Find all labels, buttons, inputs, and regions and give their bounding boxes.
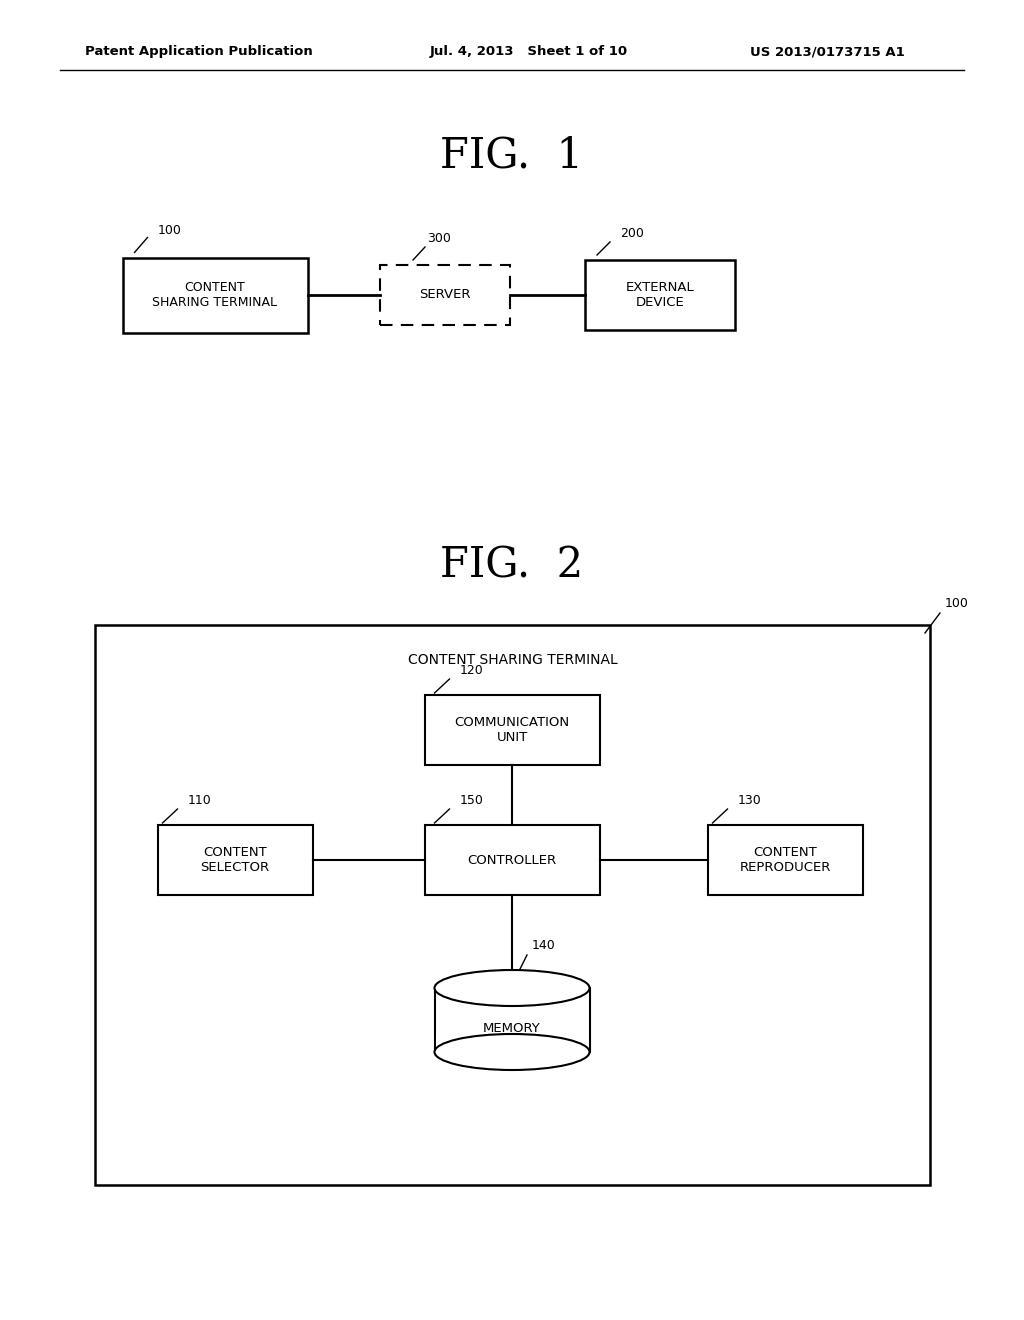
Bar [380,265,510,325]
Text: 100: 100 [945,597,969,610]
Text: SERVER: SERVER [419,289,471,301]
Text: Patent Application Publication: Patent Application Publication [85,45,312,58]
Ellipse shape [434,1034,590,1071]
Ellipse shape [434,970,590,1006]
Text: 200: 200 [620,227,644,240]
Bar [425,825,599,895]
Text: 300: 300 [427,232,451,246]
Text: 110: 110 [187,795,211,807]
Text: CONTENT
REPRODUCER: CONTENT REPRODUCER [739,846,830,874]
Text: 140: 140 [532,939,556,952]
Text: 100: 100 [158,224,181,238]
Text: CONTENT SHARING TERMINAL: CONTENT SHARING TERMINAL [408,653,617,667]
Text: US 2013/0173715 A1: US 2013/0173715 A1 [750,45,905,58]
Text: EXTERNAL
DEVICE: EXTERNAL DEVICE [626,281,694,309]
Text: MEMORY: MEMORY [483,1022,541,1035]
Text: Jul. 4, 2013   Sheet 1 of 10: Jul. 4, 2013 Sheet 1 of 10 [430,45,628,58]
Text: CONTENT
SHARING TERMINAL: CONTENT SHARING TERMINAL [153,281,278,309]
Text: FIG.  1: FIG. 1 [440,135,584,176]
Bar [436,1034,588,1052]
Bar [158,825,312,895]
Bar [708,825,862,895]
Text: FIG.  2: FIG. 2 [440,544,584,586]
Text: CONTROLLER: CONTROLLER [467,854,557,866]
Text: 150: 150 [460,795,483,807]
Text: COMMUNICATION
UNIT: COMMUNICATION UNIT [455,715,569,744]
Bar [123,257,307,333]
Text: 130: 130 [737,795,761,807]
Bar [95,624,930,1185]
Bar [425,696,599,766]
Bar [585,260,735,330]
Text: 120: 120 [460,664,483,677]
Text: CONTENT
SELECTOR: CONTENT SELECTOR [201,846,269,874]
